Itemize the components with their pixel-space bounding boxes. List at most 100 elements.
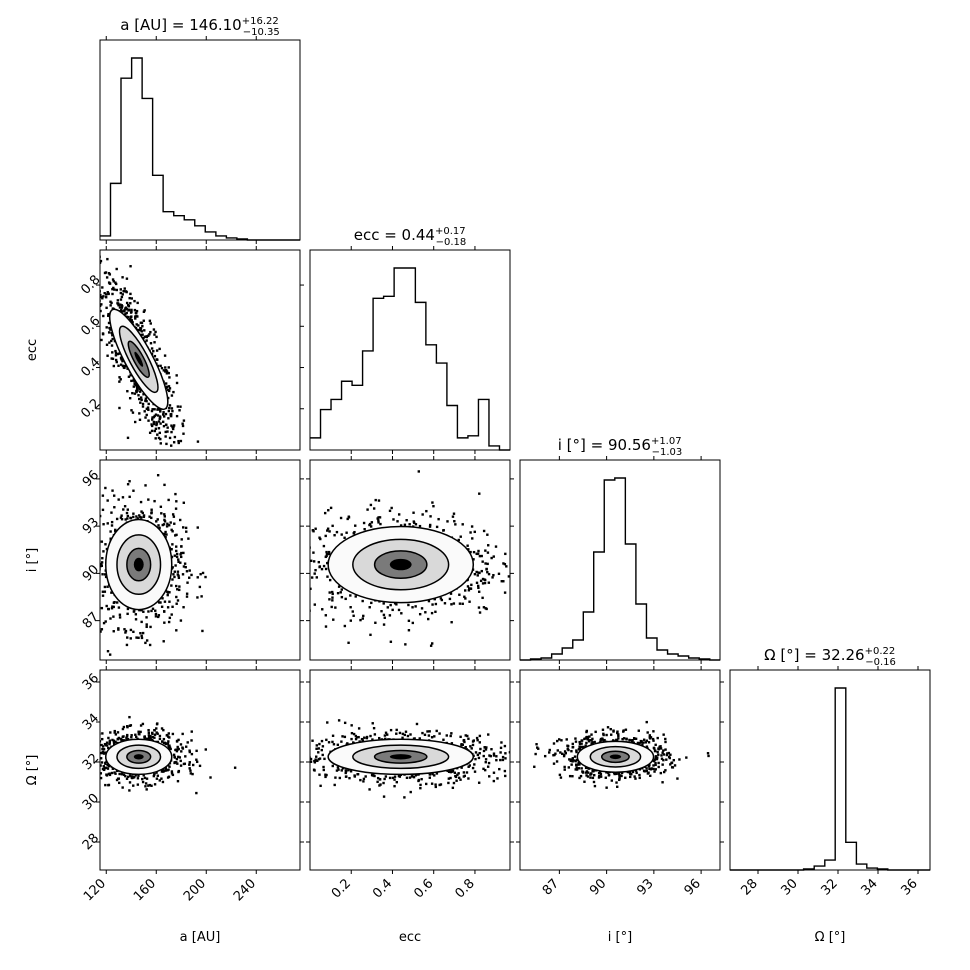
scatter-point xyxy=(133,299,136,303)
scatter-point xyxy=(145,639,149,642)
scatter-point xyxy=(100,606,104,610)
scatter-point xyxy=(362,614,365,618)
scatter-point xyxy=(181,746,184,749)
scatter-point xyxy=(462,738,466,742)
scatter-point xyxy=(502,580,505,583)
scatter-point xyxy=(168,524,171,527)
scatter-point xyxy=(585,735,588,739)
scatter-point xyxy=(107,736,110,740)
scatter-point xyxy=(121,359,124,363)
scatter-point xyxy=(574,759,577,763)
scatter-point xyxy=(120,514,123,517)
scatter-point xyxy=(185,595,189,598)
scatter-point xyxy=(138,412,141,415)
scatter-point xyxy=(111,489,114,492)
scatter-point xyxy=(451,515,455,518)
scatter-point xyxy=(654,755,658,758)
scatter-point xyxy=(492,754,496,757)
scatter-point xyxy=(142,610,145,613)
scatter-point xyxy=(352,741,355,744)
scatter-point xyxy=(503,562,507,566)
title-main: ecc = 0.44 xyxy=(354,226,435,244)
scatter-point xyxy=(100,338,103,342)
scatter-point xyxy=(445,734,448,737)
scatter-point xyxy=(124,306,128,309)
scatter-point xyxy=(413,521,416,524)
scatter-point xyxy=(122,725,126,729)
scatter-point xyxy=(313,603,317,606)
scatter-point xyxy=(484,607,487,610)
scatter-point xyxy=(175,749,179,753)
scatter-point xyxy=(336,766,340,769)
scatter-point xyxy=(119,737,123,741)
scatter-point xyxy=(337,719,341,722)
scatter-point xyxy=(100,304,102,307)
scatter-point xyxy=(172,390,175,394)
scatter-point xyxy=(155,423,158,427)
panel-title: ecc = 0.44+0.17 −0.18 xyxy=(354,226,467,248)
scatter-point xyxy=(120,295,124,299)
scatter-point xyxy=(360,737,364,741)
scatter-point xyxy=(72,218,74,220)
scatter-point xyxy=(147,498,150,501)
scatter-point xyxy=(88,248,90,250)
scatter-point xyxy=(458,602,462,605)
scatter-point xyxy=(140,321,144,325)
scatter-point xyxy=(95,259,97,261)
scatter-point xyxy=(142,310,146,313)
scatter-point xyxy=(182,551,185,555)
scatter-point xyxy=(179,619,183,622)
scatter-point xyxy=(94,777,96,779)
scatter-point xyxy=(125,511,129,515)
scatter-point xyxy=(106,585,109,588)
scatter-point xyxy=(165,525,169,528)
scatter-point xyxy=(302,515,304,517)
scatter-point xyxy=(521,541,523,543)
scatter-point xyxy=(618,774,621,777)
scatter-point xyxy=(317,747,320,750)
scatter-point xyxy=(306,745,308,747)
scatter-point xyxy=(548,751,551,754)
scatter-point xyxy=(331,764,334,768)
scatter-point xyxy=(324,614,328,617)
scatter-point xyxy=(163,354,167,357)
scatter-point xyxy=(141,780,145,784)
scatter-point xyxy=(177,560,180,564)
scatter-point xyxy=(477,756,481,760)
scatter-point xyxy=(92,604,94,606)
scatter-point xyxy=(324,773,327,776)
scatter-point xyxy=(108,772,111,775)
scatter-point xyxy=(477,586,480,590)
scatter-point xyxy=(293,766,295,768)
scatter-point xyxy=(129,516,133,520)
scatter-point xyxy=(361,617,364,620)
scatter-point xyxy=(480,569,483,573)
scatter-point xyxy=(278,555,280,557)
scatter-point xyxy=(150,409,154,413)
scatter-point xyxy=(145,623,148,626)
scatter-point xyxy=(411,606,414,609)
scatter-point xyxy=(123,366,126,370)
histogram-1: ecc = 0.44+0.17 −0.18 xyxy=(309,226,511,451)
scatter-point xyxy=(133,420,137,424)
scatter-point xyxy=(523,579,525,581)
scatter-point xyxy=(170,407,174,410)
scatter-point xyxy=(354,524,357,527)
scatter-point xyxy=(399,524,403,527)
scatter-point xyxy=(110,524,114,527)
scatter-point xyxy=(463,774,467,778)
scatter-point xyxy=(182,565,186,568)
scatter-point xyxy=(464,734,467,737)
scatter-point xyxy=(178,588,181,592)
scatter-point xyxy=(412,775,416,779)
scatter-point xyxy=(183,762,187,765)
scatter-point xyxy=(139,515,142,519)
axes-frame xyxy=(729,669,931,871)
scatter-point xyxy=(195,791,198,795)
scatter-point xyxy=(156,474,160,477)
scatter-point xyxy=(377,499,381,502)
scatter-point xyxy=(169,414,173,418)
scatter-point xyxy=(167,746,171,750)
scatter-point xyxy=(132,610,136,613)
scatter-point xyxy=(484,748,488,751)
